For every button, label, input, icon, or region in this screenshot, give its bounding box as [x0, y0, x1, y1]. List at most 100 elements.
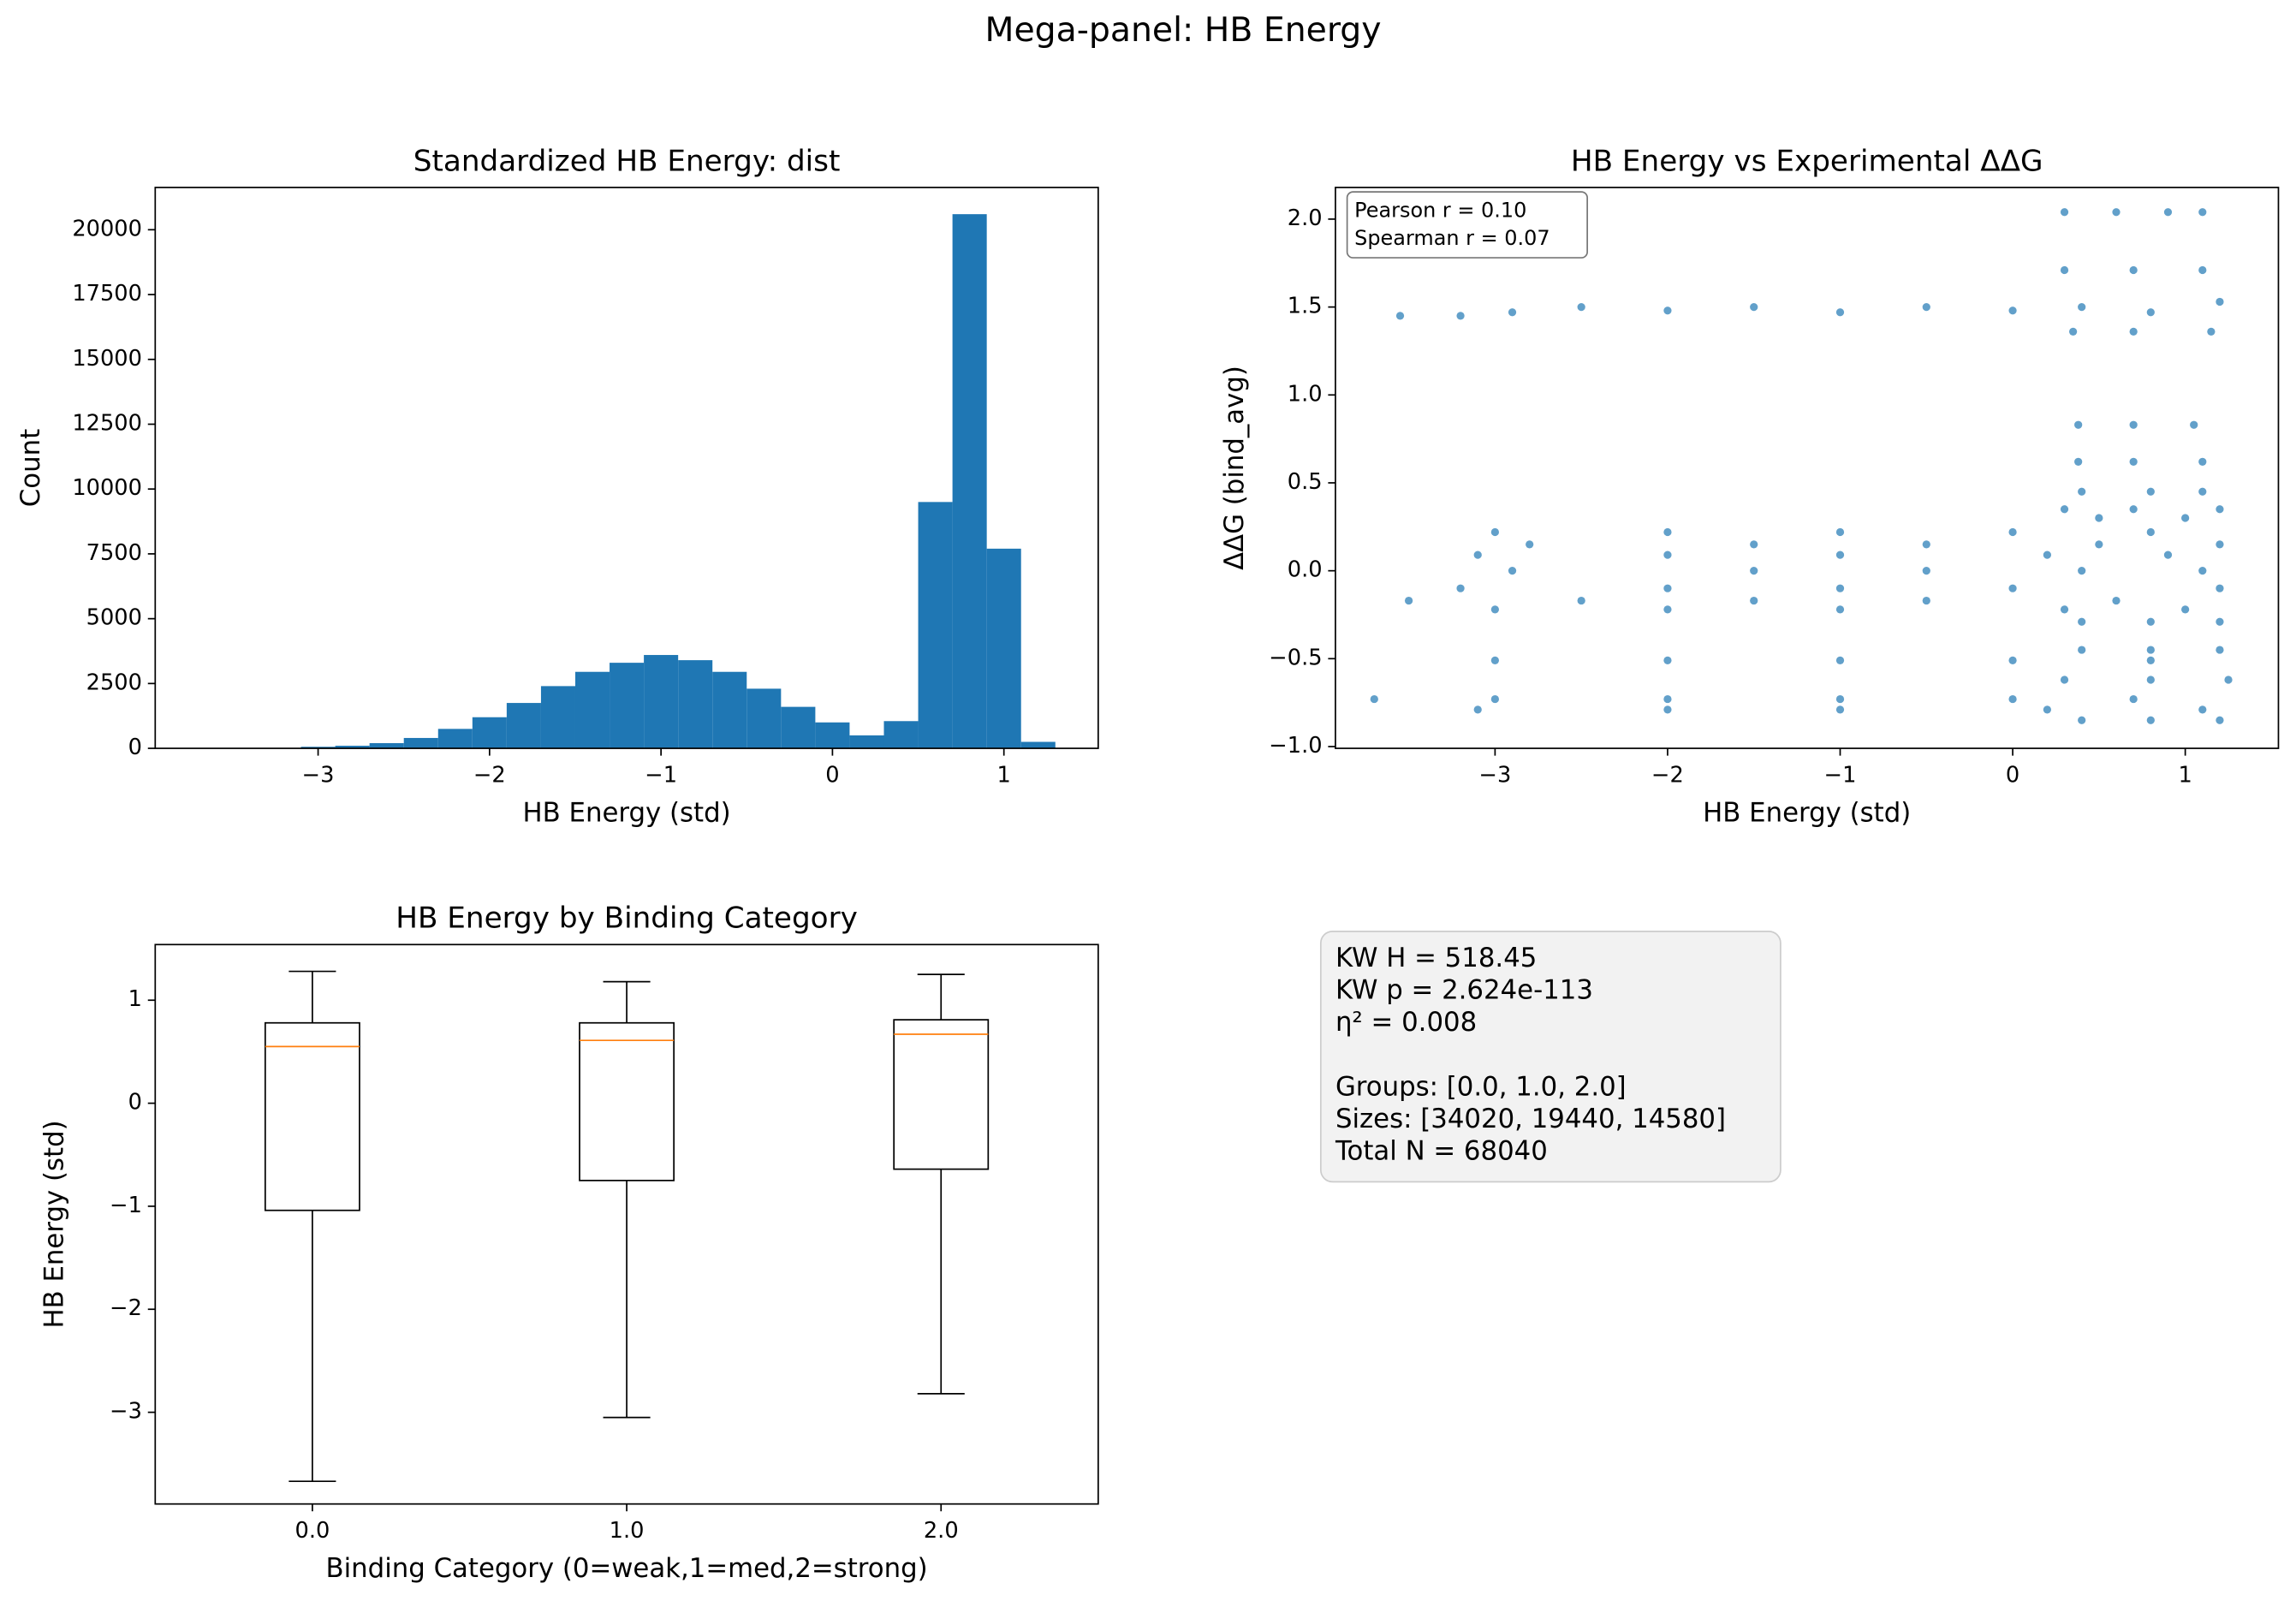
x-tick-label: −1: [1824, 763, 1857, 789]
y-tick-label: 17500: [72, 281, 142, 307]
point: [2078, 618, 2085, 626]
bar: [438, 729, 473, 748]
point: [1663, 605, 1671, 613]
point: [2181, 514, 2189, 521]
bar: [610, 663, 644, 748]
point: [2095, 514, 2103, 521]
x-tick-label: 0: [825, 763, 839, 789]
point: [2216, 646, 2223, 653]
point: [2198, 266, 2206, 274]
x-axis-label: HB Energy (std): [1703, 798, 1911, 829]
y-tick-label: −1.0: [1269, 733, 1322, 759]
point: [2130, 266, 2138, 274]
point: [2130, 458, 2138, 466]
bar: [883, 721, 918, 748]
point: [2164, 551, 2172, 559]
y-axis-label: Count: [15, 429, 46, 507]
point: [2147, 308, 2155, 316]
point: [2078, 717, 2085, 724]
point: [2130, 505, 2138, 513]
y-tick-label: −3: [110, 1399, 142, 1425]
x-tick-label: 1: [2178, 763, 2192, 789]
point: [2198, 705, 2206, 713]
x-tick-label: −3: [1478, 763, 1511, 789]
stats-text: Total N = 68040: [1335, 1136, 1548, 1167]
point: [1750, 303, 1758, 311]
point: [1836, 695, 1844, 703]
point: [1491, 657, 1499, 664]
point: [2130, 695, 2138, 703]
point: [1663, 695, 1671, 703]
point: [2130, 421, 2138, 429]
annotation: Pearson r = 0.10: [1354, 198, 1526, 222]
point: [1923, 540, 1930, 548]
y-tick-label: −0.5: [1269, 645, 1322, 670]
bar: [678, 660, 712, 748]
point: [1474, 705, 1482, 713]
point: [1750, 597, 1758, 604]
point: [1836, 605, 1844, 613]
point: [2061, 676, 2068, 683]
point: [1491, 528, 1499, 536]
x-tick-label: 1: [997, 763, 1011, 789]
x-tick-label: 0.0: [295, 1518, 330, 1544]
bar: [746, 688, 781, 748]
point: [2074, 458, 2082, 466]
x-axis-label: Binding Category (0=weak,1=med,2=strong): [326, 1553, 928, 1584]
bar: [507, 703, 541, 748]
stats-text: KW H = 518.45: [1335, 943, 1537, 973]
point: [2147, 528, 2155, 536]
point: [2198, 488, 2206, 496]
point: [2147, 676, 2155, 683]
bar: [953, 214, 987, 748]
point: [1456, 585, 1464, 592]
bar: [575, 672, 610, 748]
bar: [541, 686, 575, 748]
y-tick-label: 12500: [72, 410, 142, 436]
y-axis-label: ΔΔG (bind_avg): [1219, 366, 1250, 570]
x-tick-label: −3: [302, 763, 335, 789]
point: [2008, 585, 2016, 592]
x-tick-label: −2: [473, 763, 506, 789]
point: [1750, 540, 1758, 548]
stats-text: η² = 0.008: [1335, 1007, 1477, 1038]
bar: [1021, 741, 1056, 748]
point: [2198, 208, 2206, 216]
annotation: Spearman r = 0.07: [1354, 226, 1550, 250]
point: [1526, 540, 1533, 548]
point: [2164, 208, 2172, 216]
stats-text: KW p = 2.624e-113: [1335, 975, 1593, 1006]
point: [1663, 528, 1671, 536]
y-tick-label: −2: [110, 1295, 142, 1321]
point: [1663, 551, 1671, 559]
point: [2043, 551, 2051, 559]
x-tick-label: −2: [1651, 763, 1684, 789]
bar: [712, 672, 746, 748]
bar: [404, 738, 438, 748]
point: [1663, 585, 1671, 592]
bar: [370, 743, 404, 748]
point: [2078, 303, 2085, 311]
point: [2147, 646, 2155, 653]
point: [2216, 298, 2223, 306]
y-tick-label: 1.5: [1288, 294, 1323, 319]
point: [2224, 676, 2232, 683]
y-tick-label: 10000: [72, 475, 142, 501]
x-tick-label: 0: [2006, 763, 2019, 789]
point: [2216, 540, 2223, 548]
bar: [781, 707, 815, 748]
x-tick-label: 1.0: [610, 1518, 645, 1544]
y-tick-label: 2.0: [1288, 205, 1323, 231]
point: [1474, 551, 1482, 559]
point: [2078, 646, 2085, 653]
y-tick-label: 1.0: [1288, 381, 1323, 407]
y-tick-label: 0: [128, 1090, 142, 1116]
bar: [849, 735, 883, 748]
bar: [644, 655, 678, 748]
point: [1508, 308, 1516, 316]
y-tick-label: 2500: [86, 670, 142, 695]
y-tick-label: 0.5: [1288, 469, 1323, 495]
point: [2190, 421, 2198, 429]
point: [1456, 312, 1464, 319]
